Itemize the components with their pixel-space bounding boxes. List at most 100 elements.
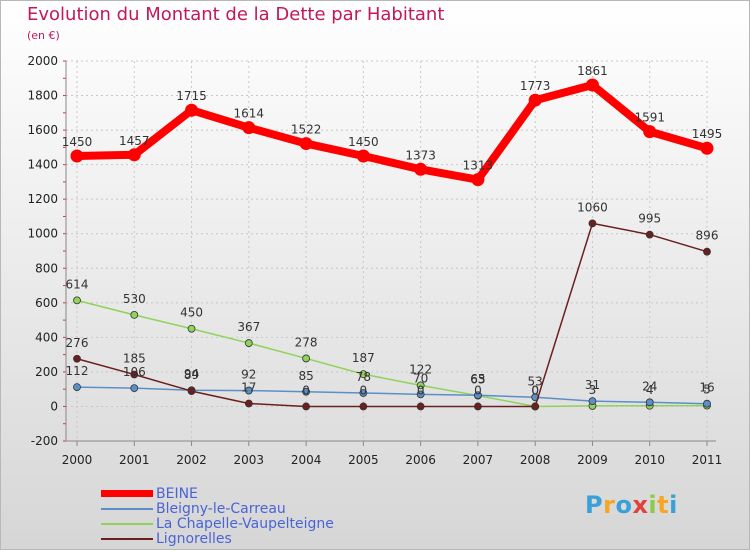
proxiti-logo: Proxiti bbox=[585, 491, 678, 519]
data-label: 614 bbox=[66, 277, 89, 291]
data-label: 367 bbox=[237, 320, 260, 334]
data-point bbox=[299, 137, 313, 151]
data-point bbox=[187, 387, 196, 395]
y-tick-label: 1400 bbox=[27, 158, 58, 172]
data-point bbox=[645, 230, 654, 239]
y-tick-label: 200 bbox=[35, 365, 58, 379]
x-tick-label: 2002 bbox=[176, 453, 207, 467]
data-label: 112 bbox=[66, 364, 89, 378]
data-point bbox=[73, 354, 81, 363]
data-label: 89 bbox=[184, 368, 199, 382]
x-tick-label: 2004 bbox=[291, 453, 322, 467]
data-point bbox=[416, 390, 425, 399]
data-point bbox=[474, 402, 482, 411]
data-label: 1522 bbox=[291, 123, 322, 137]
data-label: 16 bbox=[699, 381, 714, 395]
data-label: 122 bbox=[409, 362, 432, 376]
data-label: 896 bbox=[696, 229, 719, 243]
legend-swatch bbox=[101, 522, 153, 525]
data-point bbox=[130, 384, 139, 393]
data-label: 92 bbox=[241, 368, 256, 382]
y-tick-label: 800 bbox=[35, 261, 58, 275]
data-label: 530 bbox=[123, 292, 146, 306]
y-tick-label: 1200 bbox=[27, 192, 58, 206]
series-line-bleigny-le-carreau bbox=[76, 386, 708, 405]
data-label: 63 bbox=[470, 373, 485, 387]
data-point bbox=[359, 402, 368, 411]
data-label: 78 bbox=[356, 370, 371, 384]
x-tick-label: 2008 bbox=[520, 453, 551, 467]
data-label: 0 bbox=[531, 383, 539, 397]
data-label: 1450 bbox=[348, 135, 379, 149]
y-tick-label: 0 bbox=[50, 399, 58, 413]
data-point bbox=[416, 381, 425, 390]
data-label: 17 bbox=[241, 381, 256, 395]
data-label: 1591 bbox=[634, 111, 665, 125]
data-label: 1457 bbox=[119, 134, 150, 148]
data-label: 278 bbox=[295, 335, 318, 349]
data-label: 1614 bbox=[234, 107, 265, 121]
data-point bbox=[528, 93, 542, 107]
legend-label: Bleigny-le-Carreau bbox=[156, 500, 286, 517]
y-tick-label: -200 bbox=[31, 434, 58, 448]
data-point bbox=[359, 370, 368, 379]
series-line-la-chapelle-vaupelteigne bbox=[76, 299, 708, 408]
series-line-beine bbox=[76, 81, 709, 184]
legend-label: BEINE bbox=[156, 485, 198, 502]
data-point bbox=[645, 398, 654, 407]
x-tick-label: 2000 bbox=[62, 453, 93, 467]
data-point bbox=[242, 121, 256, 135]
y-tick-label: 400 bbox=[35, 330, 58, 344]
data-point bbox=[187, 324, 196, 333]
data-label: 0 bbox=[417, 383, 425, 397]
data-point bbox=[643, 125, 657, 139]
series-line-lignorelles bbox=[76, 222, 708, 408]
data-label: 1313 bbox=[463, 159, 494, 173]
data-point bbox=[588, 219, 597, 228]
data-label: 450 bbox=[180, 306, 203, 320]
data-point bbox=[130, 370, 139, 379]
legend-swatch bbox=[101, 507, 153, 510]
x-tick-label: 2009 bbox=[577, 453, 608, 467]
y-tick-label: 1800 bbox=[27, 89, 58, 103]
data-label: 185 bbox=[123, 352, 146, 366]
data-label: 0 bbox=[474, 383, 482, 397]
data-label: 4 bbox=[646, 383, 654, 397]
x-tick-label: 2007 bbox=[463, 453, 494, 467]
legend-swatch bbox=[101, 490, 153, 497]
data-label: 3 bbox=[589, 383, 597, 397]
data-label: 5 bbox=[703, 383, 711, 397]
data-point bbox=[416, 402, 425, 411]
data-point bbox=[302, 354, 310, 363]
data-point bbox=[302, 387, 310, 396]
y-tick-label: 600 bbox=[35, 296, 58, 310]
data-point bbox=[474, 391, 482, 400]
data-label: 1373 bbox=[405, 148, 436, 162]
data-label: 0 bbox=[531, 383, 539, 397]
data-point bbox=[703, 247, 711, 256]
data-point bbox=[359, 389, 368, 397]
data-point bbox=[70, 149, 84, 163]
legend-label: La Chapelle-Vaupelteigne bbox=[156, 515, 334, 532]
data-label: 1450 bbox=[62, 135, 93, 149]
x-tick-label: 2005 bbox=[348, 453, 379, 467]
data-label: 85 bbox=[298, 369, 313, 383]
data-point bbox=[531, 402, 540, 411]
x-tick-label: 2001 bbox=[119, 453, 150, 467]
y-tick-label: 1600 bbox=[27, 123, 58, 137]
data-point bbox=[302, 402, 310, 411]
chart-title: Evolution du Montant de la Dette par Hab… bbox=[27, 4, 445, 25]
data-point bbox=[244, 339, 253, 347]
x-tick-label: 2003 bbox=[234, 453, 265, 467]
data-label: 276 bbox=[66, 336, 89, 350]
data-label: 31 bbox=[585, 378, 600, 392]
legend-label: Lignorelles bbox=[156, 530, 232, 547]
data-point bbox=[130, 311, 139, 319]
data-label: 1715 bbox=[176, 89, 207, 103]
x-tick-label: 2006 bbox=[405, 453, 436, 467]
legend-item: Lignorelles bbox=[101, 530, 232, 547]
data-label: 187 bbox=[352, 351, 375, 365]
data-label: 1773 bbox=[520, 79, 551, 93]
y-tick-label: 2000 bbox=[27, 54, 58, 68]
